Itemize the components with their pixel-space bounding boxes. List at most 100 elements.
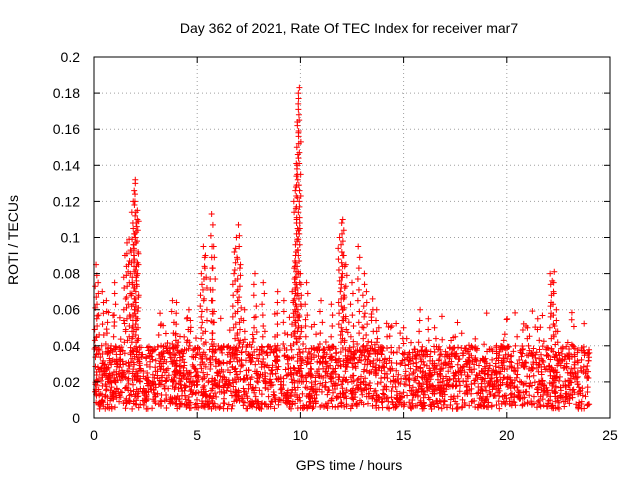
data-point bbox=[411, 353, 418, 360]
data-point bbox=[241, 328, 248, 335]
data-point bbox=[547, 368, 554, 375]
data-point bbox=[390, 404, 397, 411]
data-point bbox=[536, 337, 543, 344]
data-point bbox=[392, 383, 399, 390]
data-point bbox=[233, 379, 240, 386]
data-point bbox=[303, 378, 310, 385]
data-point bbox=[209, 330, 216, 337]
data-point bbox=[440, 401, 447, 408]
data-point bbox=[564, 397, 571, 404]
data-point bbox=[296, 230, 303, 237]
data-point bbox=[412, 402, 419, 409]
data-point bbox=[297, 138, 304, 145]
data-point bbox=[226, 359, 233, 366]
data-point bbox=[327, 353, 334, 360]
data-point bbox=[143, 393, 150, 400]
data-point bbox=[458, 371, 465, 378]
data-point bbox=[402, 368, 409, 375]
data-point bbox=[545, 353, 552, 360]
data-point bbox=[426, 396, 433, 403]
data-point bbox=[294, 194, 301, 201]
data-point bbox=[361, 366, 368, 373]
data-point bbox=[544, 344, 551, 351]
data-point bbox=[146, 352, 153, 359]
data-point bbox=[116, 314, 123, 321]
data-point bbox=[94, 322, 101, 329]
data-point bbox=[343, 326, 350, 333]
data-point bbox=[379, 348, 386, 355]
data-point bbox=[132, 176, 139, 183]
data-point bbox=[232, 321, 239, 328]
data-point bbox=[356, 346, 363, 353]
data-point bbox=[99, 372, 106, 379]
data-point bbox=[91, 337, 98, 344]
data-point bbox=[291, 377, 298, 384]
data-point bbox=[412, 346, 419, 353]
data-point bbox=[333, 359, 340, 366]
data-point bbox=[130, 359, 137, 366]
data-point bbox=[234, 276, 241, 283]
data-point bbox=[103, 386, 110, 393]
data-point bbox=[379, 398, 386, 405]
data-point bbox=[133, 283, 140, 290]
data-point bbox=[166, 344, 173, 351]
data-point bbox=[150, 347, 157, 354]
data-point bbox=[197, 292, 204, 299]
data-point bbox=[503, 381, 510, 388]
data-point bbox=[190, 363, 197, 370]
data-point bbox=[137, 401, 144, 408]
data-point bbox=[479, 355, 486, 362]
data-point bbox=[390, 373, 397, 380]
data-point bbox=[297, 353, 304, 360]
data-point bbox=[205, 377, 212, 384]
data-point bbox=[349, 360, 356, 367]
data-point bbox=[475, 362, 482, 369]
data-point bbox=[308, 383, 315, 390]
data-point bbox=[104, 330, 111, 337]
y-tick-label: 0.16 bbox=[53, 121, 80, 137]
data-point bbox=[253, 328, 260, 335]
data-point bbox=[319, 355, 326, 362]
data-point bbox=[499, 379, 506, 386]
data-point bbox=[544, 351, 551, 358]
data-point bbox=[135, 304, 142, 311]
data-point bbox=[487, 375, 494, 382]
data-point bbox=[349, 394, 356, 401]
data-point bbox=[361, 281, 368, 288]
data-point bbox=[340, 227, 347, 234]
data-point bbox=[247, 354, 254, 361]
data-point bbox=[133, 326, 140, 333]
data-point bbox=[381, 374, 388, 381]
data-point bbox=[121, 373, 128, 380]
data-point bbox=[125, 261, 132, 268]
data-point bbox=[399, 335, 406, 342]
data-point bbox=[365, 390, 372, 397]
data-point bbox=[563, 364, 570, 371]
data-point bbox=[363, 331, 370, 338]
data-point bbox=[210, 340, 217, 347]
data-point bbox=[212, 363, 219, 370]
data-point bbox=[129, 279, 136, 286]
data-point bbox=[483, 387, 490, 394]
data-point bbox=[383, 360, 390, 367]
data-point bbox=[110, 333, 117, 340]
data-point bbox=[438, 389, 445, 396]
data-point bbox=[410, 370, 417, 377]
data-point bbox=[360, 401, 367, 408]
data-point bbox=[216, 383, 223, 390]
data-point bbox=[198, 313, 205, 320]
data-point bbox=[515, 392, 522, 399]
data-point bbox=[393, 367, 400, 374]
data-point bbox=[425, 337, 432, 344]
data-point bbox=[274, 310, 281, 317]
data-point bbox=[522, 380, 529, 387]
data-point bbox=[302, 374, 309, 381]
data-point bbox=[249, 401, 256, 408]
data-point bbox=[557, 384, 564, 391]
data-point bbox=[198, 324, 205, 331]
data-point bbox=[328, 333, 335, 340]
data-point bbox=[483, 310, 490, 317]
data-point bbox=[361, 310, 368, 317]
data-point bbox=[186, 342, 193, 349]
data-point bbox=[261, 328, 268, 335]
